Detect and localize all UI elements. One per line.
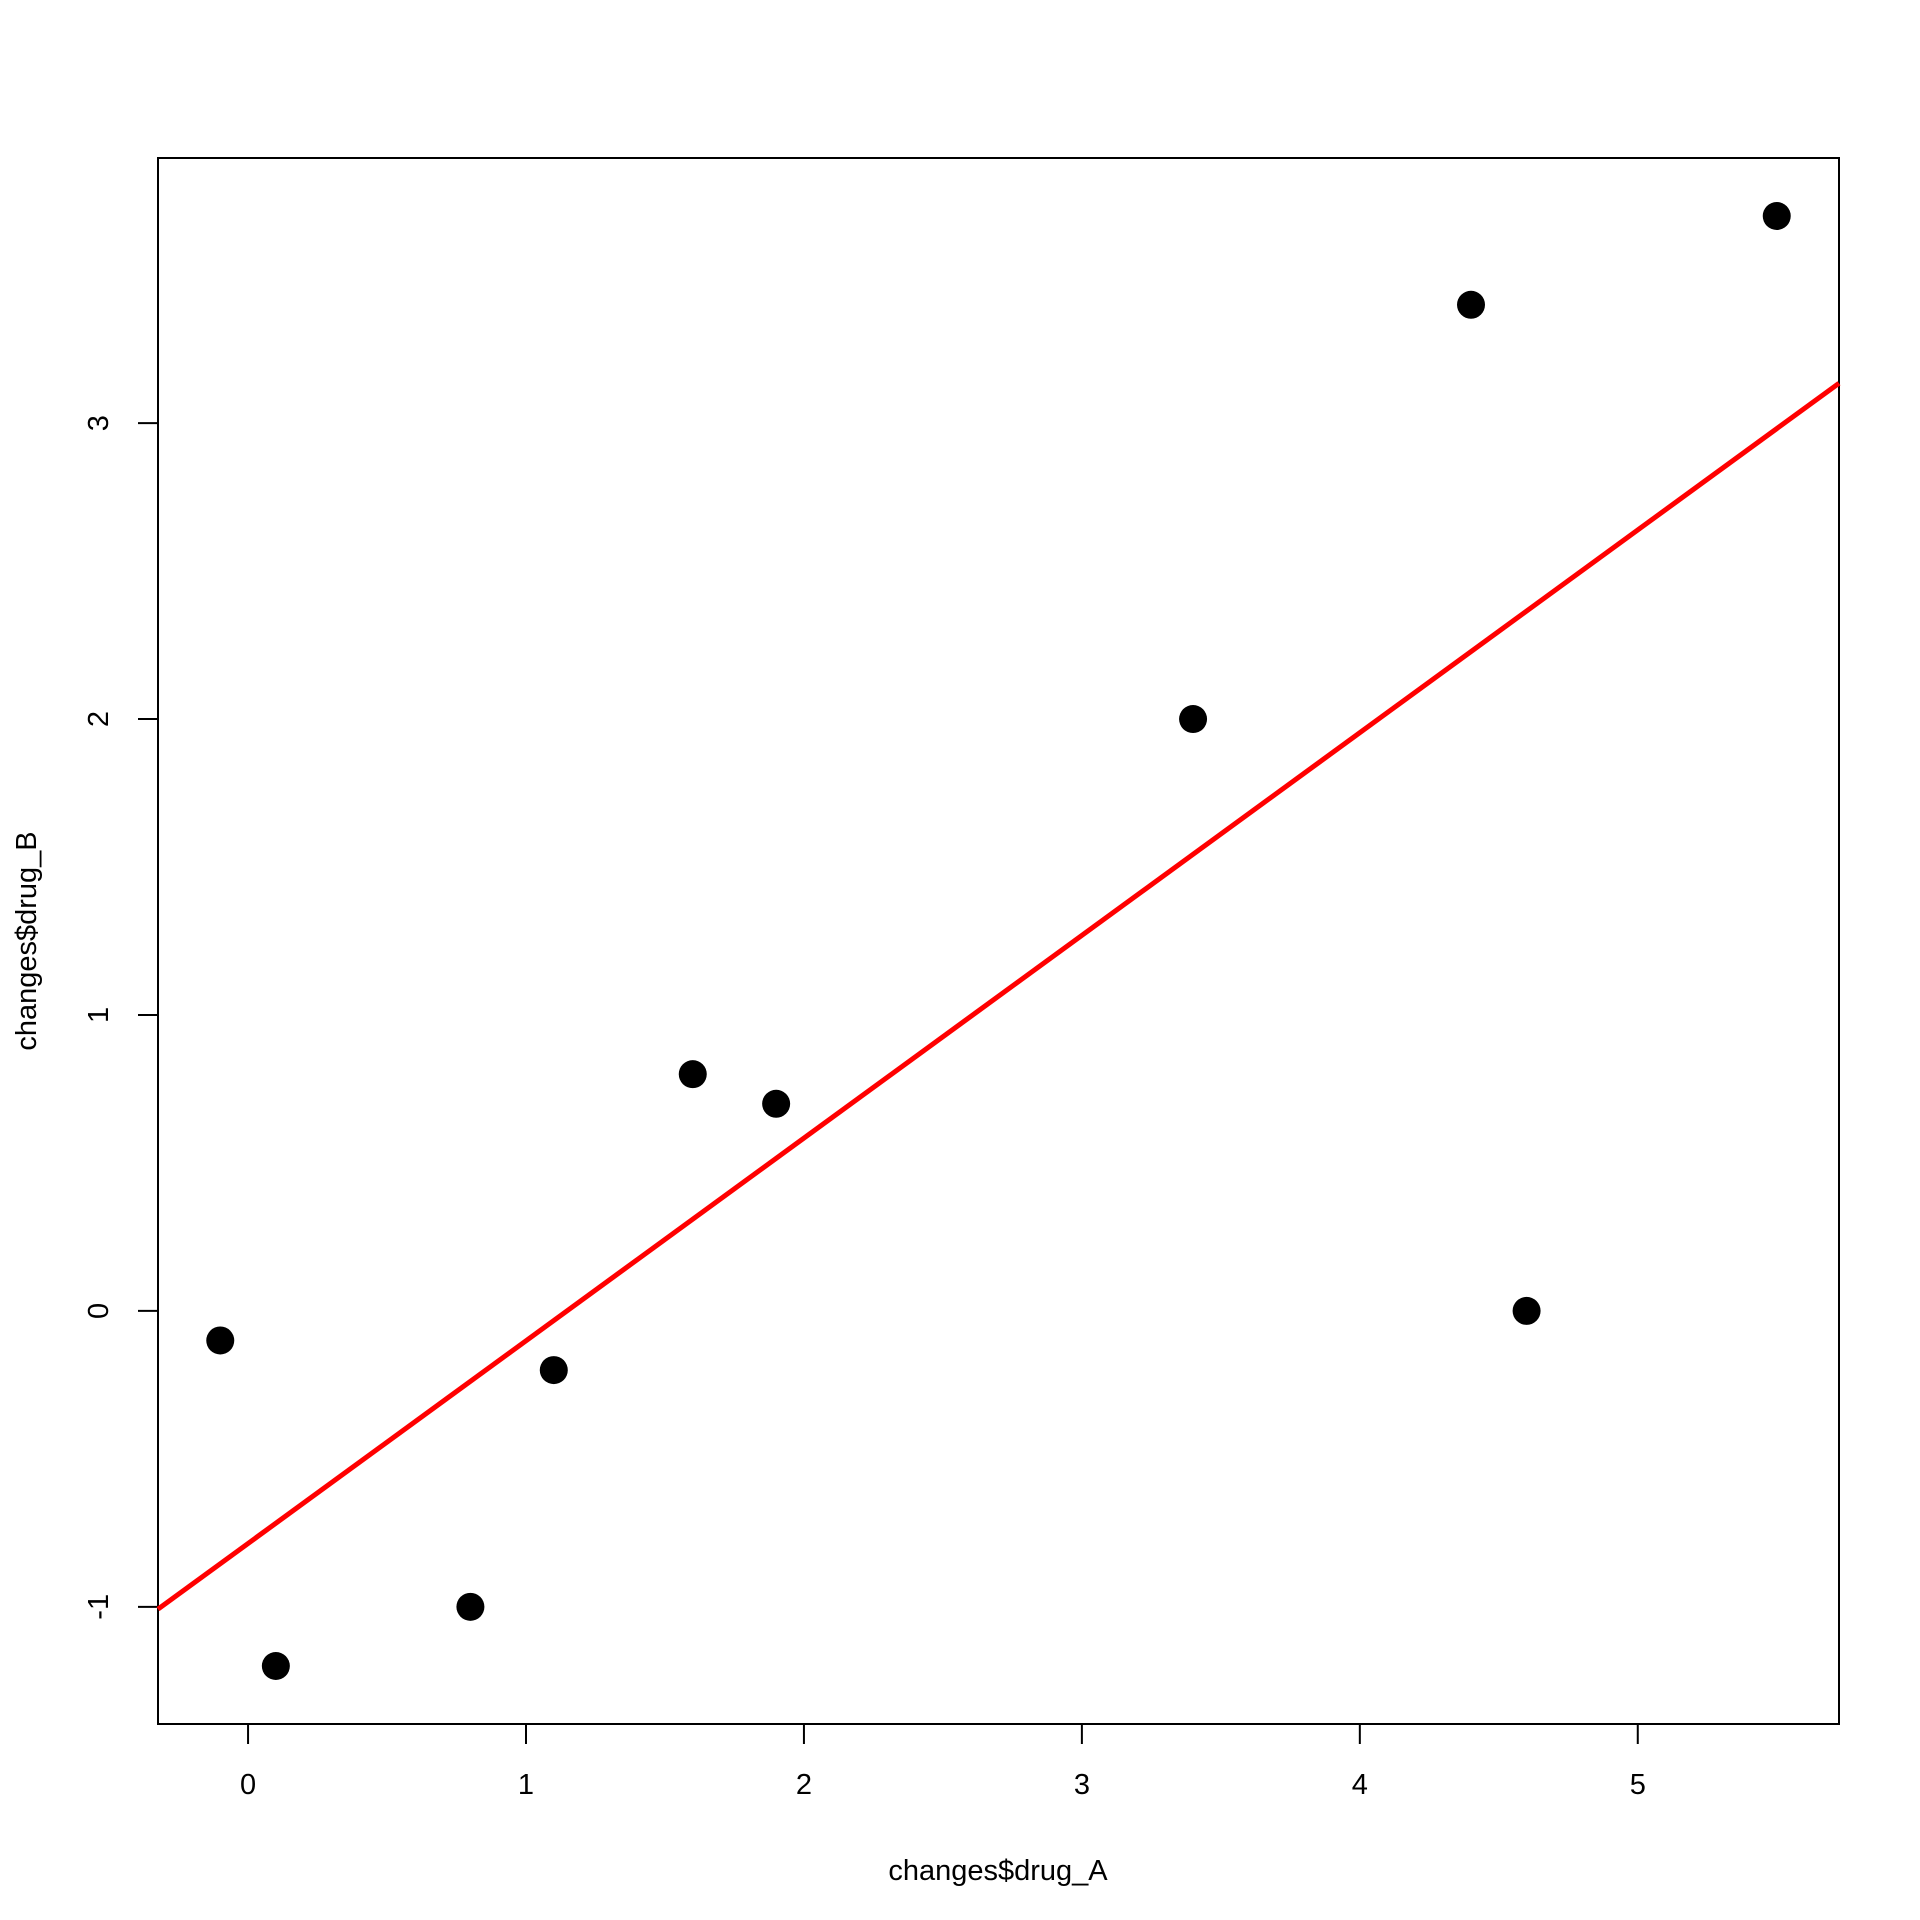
data-point <box>539 1356 568 1385</box>
x-tick-label: 0 <box>240 1769 256 1801</box>
plot-frame <box>157 157 1840 1725</box>
data-point <box>1762 202 1791 230</box>
y-tick-label: 1 <box>83 1007 115 1023</box>
data-point <box>678 1060 707 1089</box>
x-tick-label: 2 <box>796 1769 812 1801</box>
x-tick-label: 3 <box>1074 1769 1090 1801</box>
data-point <box>1179 705 1208 734</box>
x-tick-label: 1 <box>518 1769 534 1801</box>
data-point <box>1512 1296 1541 1325</box>
data-point <box>206 1326 235 1355</box>
y-tick-label: -1 <box>83 1594 115 1620</box>
regression-line <box>156 381 1841 1612</box>
data-point <box>1457 290 1486 319</box>
y-tick-label: 2 <box>83 711 115 727</box>
y-tick-label: 3 <box>83 415 115 431</box>
data-point <box>456 1592 485 1621</box>
x-axis-label: changes$drug_A <box>888 1855 1108 1887</box>
x-tick-label: 5 <box>1630 1769 1646 1801</box>
data-point <box>261 1652 290 1680</box>
y-tick-label: 0 <box>83 1303 115 1319</box>
x-tick-label: 4 <box>1352 1769 1368 1801</box>
y-axis-label: changes$drug_B <box>11 831 43 1050</box>
data-point <box>762 1089 791 1118</box>
